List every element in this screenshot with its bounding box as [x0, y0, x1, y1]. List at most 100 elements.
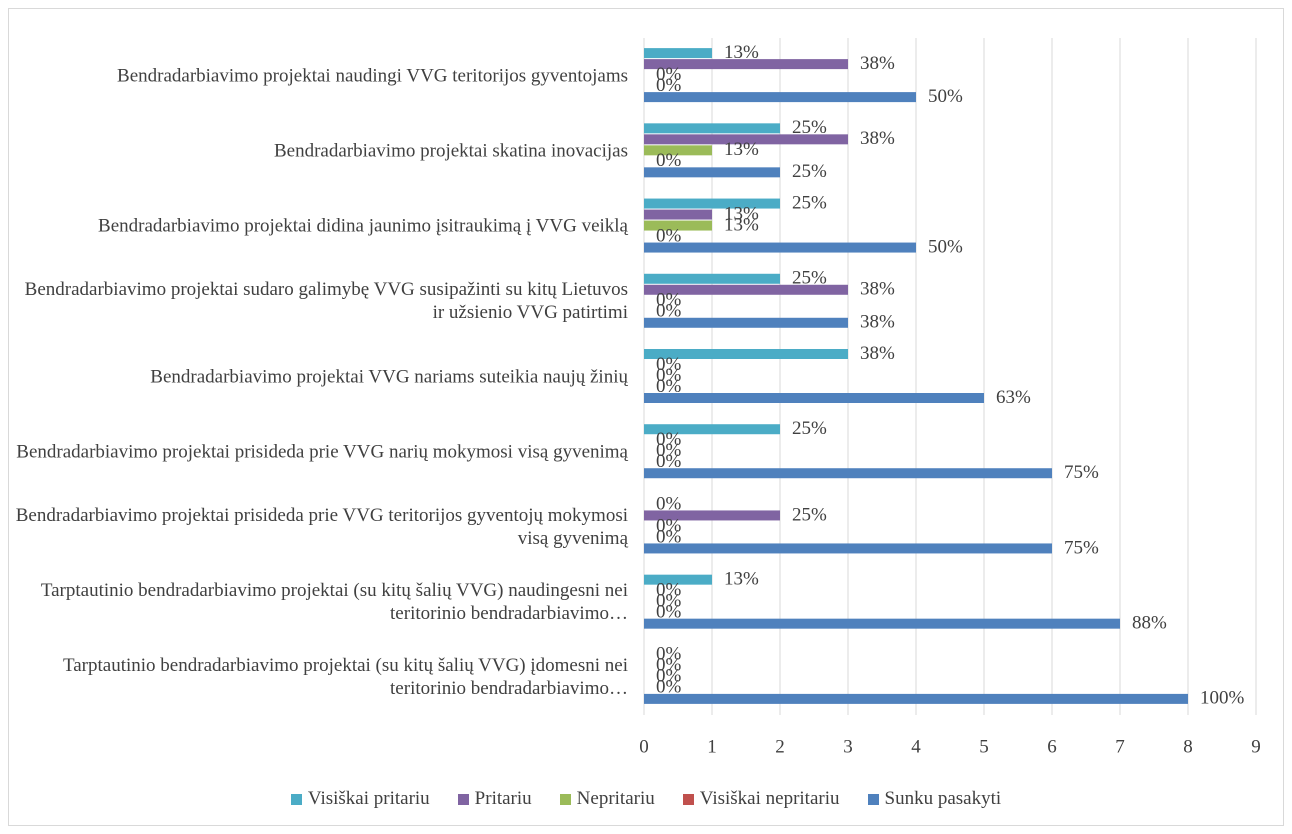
x-tick-label: 5: [979, 736, 989, 757]
data-label: 0%: [656, 580, 682, 601]
data-label: 0%: [656, 429, 682, 450]
chart-border: [8, 8, 1284, 826]
data-label: 0%: [656, 644, 682, 665]
x-tick-label: 6: [1047, 736, 1057, 757]
bar: [644, 468, 1052, 479]
data-label: 0%: [656, 354, 682, 375]
data-label: 100%: [1200, 688, 1245, 709]
data-label: 38%: [860, 343, 895, 364]
category-label: Tarptautinio bendradarbiavimo projektai …: [62, 655, 628, 700]
data-label: 38%: [860, 312, 895, 333]
legend-label: Visiškai pritariu: [307, 788, 430, 809]
bar: [644, 198, 780, 209]
bar: [644, 273, 780, 284]
category-label: Bendradarbiavimo projektai VVG nariams s…: [150, 366, 628, 387]
legend-swatch: [867, 793, 879, 805]
data-label: 0%: [656, 591, 682, 612]
x-tick-label: 0: [639, 736, 649, 757]
legend-swatch: [559, 793, 571, 805]
legend-label: Sunku pasakyti: [884, 788, 1002, 809]
legend-item: Sunku pasakyti: [867, 788, 1002, 810]
category-label: Bendradarbiavimo projektai skatina inova…: [273, 140, 628, 162]
data-label: 63%: [996, 387, 1031, 408]
legend-swatch: [290, 793, 302, 805]
bar: [644, 48, 712, 59]
data-label: 25%: [792, 161, 827, 182]
bar: [644, 134, 848, 145]
data-label: 0%: [656, 451, 682, 472]
data-label: 0%: [656, 75, 682, 96]
bar: [644, 123, 780, 134]
bar: [644, 92, 916, 103]
data-label: 0%: [656, 493, 682, 514]
data-label: 0%: [656, 365, 682, 386]
x-tick-label: 7: [1115, 736, 1125, 757]
legend: Visiškai pritariu Pritariu Nepritariu Visiš…: [0, 788, 1292, 810]
data-label: 50%: [928, 236, 963, 257]
data-label: 0%: [656, 515, 682, 536]
legend-swatch: [457, 793, 469, 805]
data-label: 13%: [724, 42, 759, 63]
data-label: 75%: [1064, 462, 1099, 483]
data-label: 13%: [724, 203, 759, 224]
bar: [644, 242, 916, 253]
category-label: Bendradarbiavimo projektai sudaro galimy…: [24, 279, 628, 324]
data-label: 38%: [860, 279, 895, 300]
bar: [644, 424, 780, 435]
legend-item: Visiškai nepritariu: [682, 788, 840, 810]
data-label: 13%: [724, 214, 759, 235]
bar: [644, 145, 712, 156]
data-label: 38%: [860, 128, 895, 149]
legend-label: Pritariu: [474, 788, 532, 809]
x-tick-label: 1: [707, 736, 717, 757]
category-label: Bendradarbiavimo projektai didina jaunim…: [98, 215, 628, 237]
data-label: 0%: [656, 290, 682, 311]
data-label: 0%: [656, 440, 682, 461]
legend-swatch: [682, 793, 694, 805]
bar: [644, 693, 1188, 704]
data-label: 0%: [656, 602, 682, 623]
x-tick-label: 9: [1251, 736, 1261, 757]
data-label: 75%: [1064, 537, 1099, 558]
data-label: 0%: [656, 655, 682, 676]
legend-label: Visiškai nepritariu: [699, 788, 840, 809]
x-tick-label: 3: [843, 736, 853, 757]
bar: [644, 543, 1052, 554]
data-label: 25%: [792, 117, 827, 138]
data-label: 38%: [860, 53, 895, 74]
bar: [644, 317, 848, 328]
data-label: 0%: [656, 526, 682, 547]
data-label: 13%: [724, 569, 759, 590]
bar: [644, 284, 848, 295]
bar: [644, 510, 780, 521]
bar: [644, 393, 984, 403]
data-label: 13%: [724, 139, 759, 160]
bar: [644, 209, 712, 220]
data-label: 25%: [792, 504, 827, 525]
category-label: Bendradarbiavimo projektai naudingi VVG …: [117, 65, 628, 87]
bar: [644, 574, 712, 585]
bar: [644, 349, 848, 359]
data-label: 25%: [792, 192, 827, 213]
bar: [644, 167, 780, 178]
x-tick-label: 2: [775, 736, 785, 757]
bar: [644, 59, 848, 70]
data-label: 0%: [656, 225, 682, 246]
legend-item: Nepritariu: [559, 788, 655, 810]
data-label: 0%: [656, 376, 682, 397]
x-tick-label: 4: [911, 736, 921, 757]
legend-item: Visiškai pritariu: [290, 788, 430, 810]
legend-label: Nepritariu: [576, 788, 655, 809]
data-label: 0%: [656, 64, 682, 85]
category-label: Bendradarbiavimo projektai prisideda pri…: [15, 504, 628, 549]
data-label: 25%: [792, 418, 827, 439]
category-label: Bendradarbiavimo projektai prisideda pri…: [16, 441, 628, 463]
x-tick-label: 8: [1183, 736, 1193, 757]
data-label: 0%: [656, 666, 682, 687]
data-label: 0%: [656, 150, 682, 171]
bar: [644, 220, 712, 231]
data-label: 25%: [792, 268, 827, 289]
data-label: 0%: [656, 301, 682, 322]
